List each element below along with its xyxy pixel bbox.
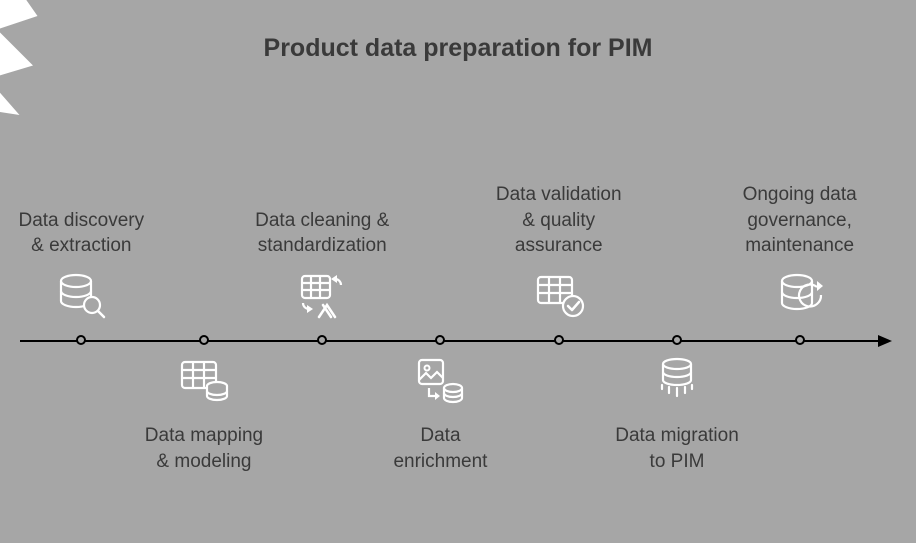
step-label-line: & modeling: [114, 449, 294, 475]
timeline-dot: [76, 335, 86, 345]
image-db-icon: [413, 354, 467, 408]
step-label: Ongoing datagovernance,maintenance: [710, 182, 890, 259]
ribbon-decoration: [0, 0, 150, 160]
step-label-line: Ongoing data: [710, 182, 890, 208]
step-label-line: governance,: [710, 208, 890, 234]
step-label-line: Data migration: [587, 423, 767, 449]
step-label: Data cleaning &standardization: [232, 208, 412, 259]
step-label-line: Data mapping: [114, 423, 294, 449]
step-label: Data migrationto PIM: [587, 423, 767, 474]
step-label-line: Data cleaning &: [232, 208, 412, 234]
step-cleaning: Data cleaning &standardization: [232, 208, 412, 328]
timeline-dot: [672, 335, 682, 345]
step-discovery: Data discovery& extraction: [0, 208, 171, 328]
timeline-dot: [554, 335, 564, 345]
step-label-line: enrichment: [350, 449, 530, 475]
step-validation: Data validation& qualityassurance: [469, 182, 649, 328]
step-migration: Data migrationto PIM: [587, 354, 767, 474]
step-label-line: & extraction: [0, 233, 171, 259]
step-label-line: assurance: [469, 233, 649, 259]
step-label-line: & quality: [469, 208, 649, 234]
timeline-dot: [199, 335, 209, 345]
timeline-line: [20, 340, 878, 342]
step-label: Data validation& qualityassurance: [469, 182, 649, 259]
db-refresh-icon: [773, 269, 827, 323]
table-db-icon: [177, 354, 231, 408]
db-migrate-icon: [650, 354, 704, 408]
timeline-dot: [435, 335, 445, 345]
table-check-icon: [532, 269, 586, 323]
db-search-icon: [54, 269, 108, 323]
table-swap-icon: [295, 269, 349, 323]
step-label: Data mapping& modeling: [114, 423, 294, 474]
step-label-line: Data: [350, 423, 530, 449]
step-label-line: Data validation: [469, 182, 649, 208]
step-label: Data discovery& extraction: [0, 208, 171, 259]
step-governance: Ongoing datagovernance,maintenance: [710, 182, 890, 328]
step-enrichment: Dataenrichment: [350, 354, 530, 474]
page-title: Product data preparation for PIM: [0, 34, 916, 63]
step-label: Dataenrichment: [350, 423, 530, 474]
step-label-line: standardization: [232, 233, 412, 259]
step-mapping: Data mapping& modeling: [114, 354, 294, 474]
timeline-dot: [795, 335, 805, 345]
timeline-dot: [317, 335, 327, 345]
step-label-line: to PIM: [587, 449, 767, 475]
step-label-line: maintenance: [710, 233, 890, 259]
timeline-arrowhead: [878, 335, 892, 347]
step-label-line: Data discovery: [0, 208, 171, 234]
